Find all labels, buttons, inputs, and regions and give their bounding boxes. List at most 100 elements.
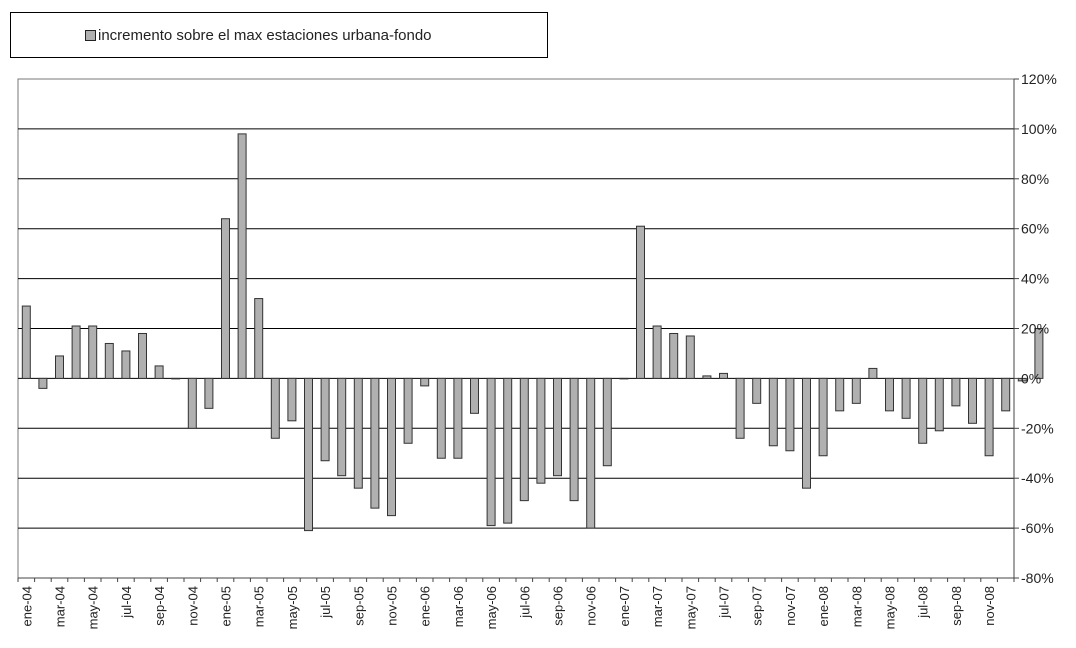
bar: [221, 218, 230, 379]
y-tick-label: 100%: [1021, 121, 1057, 137]
x-tick-label: may-04: [86, 586, 101, 629]
x-axis: ene-04 mar-04 may-04 jul-04 sep-04 nov-04 ene-…: [17, 577, 1015, 629]
bar: [38, 377, 48, 389]
x-tick-label: ene-07: [617, 586, 632, 626]
bar: [1034, 328, 1044, 379]
x-tick-label: mar-07: [650, 586, 665, 627]
bar: [403, 377, 413, 444]
bar: [420, 377, 430, 387]
y-tick-label: -60%: [1021, 520, 1054, 536]
bar: [237, 133, 247, 379]
y-axis: 120% 100% 80% 60% 40% 20% 0% -20% -40% -60% -80%: [1013, 71, 1057, 586]
y-tick-label: 80%: [1021, 171, 1049, 187]
bar: [171, 377, 181, 380]
gridlines: [18, 128, 1014, 529]
x-tick-label: may-05: [285, 586, 300, 629]
x-tick-label: sep-07: [750, 586, 765, 626]
bar: [619, 377, 629, 380]
bar: [519, 377, 529, 502]
x-tick-label: jul-06: [517, 586, 532, 619]
x-tick-label: ene-06: [418, 586, 433, 626]
bar: [901, 377, 911, 419]
bar: [88, 325, 98, 379]
bar: [669, 332, 679, 379]
bar: [21, 305, 31, 379]
bar: [154, 365, 164, 379]
x-tick-label: nov-08: [982, 586, 997, 626]
x-tick-label: sep-04: [152, 586, 167, 626]
bar: [1017, 377, 1027, 382]
bar: [918, 377, 928, 444]
bar: [702, 375, 712, 379]
bar: [370, 377, 380, 509]
bars: [21, 133, 1044, 532]
x-tick-label: jul-04: [119, 586, 134, 619]
bar: [104, 342, 114, 379]
bar: [968, 377, 977, 424]
x-tick-label: may-07: [683, 586, 698, 629]
bar: [636, 225, 645, 379]
x-tick-label: nov-04: [185, 586, 200, 626]
bar: [503, 377, 513, 524]
bar: [868, 367, 878, 379]
bar: [187, 377, 197, 429]
x-tick-label: jul-07: [717, 586, 732, 619]
x-tick-label: mar-08: [849, 586, 864, 627]
x-tick-label: jul-05: [318, 586, 333, 619]
x-tick-label: sep-05: [351, 586, 366, 626]
legend-label: incremento sobre el max estaciones urban…: [98, 26, 432, 44]
x-tick-label: nov-07: [783, 586, 798, 626]
bar: [652, 325, 662, 379]
legend-swatch: [85, 29, 96, 41]
bar: [785, 377, 795, 452]
y-tick-label: 0%: [1021, 370, 1041, 386]
bar: [453, 377, 463, 459]
bar: [602, 377, 612, 467]
bar: [984, 377, 994, 457]
bar: [287, 377, 297, 422]
x-tick-label: sep-08: [949, 586, 964, 626]
bar: [586, 377, 596, 529]
bar: [835, 377, 845, 412]
y-tick-label: 20%: [1021, 321, 1049, 337]
bar: [553, 377, 562, 477]
x-tick-label: may-06: [484, 586, 499, 629]
y-tick-label: -20%: [1021, 420, 1054, 436]
bar: [121, 350, 131, 379]
bar: [55, 355, 64, 379]
bar: [387, 377, 396, 517]
bar: [470, 377, 479, 414]
bar: [818, 377, 828, 457]
bar: [802, 377, 811, 489]
y-tick-label: 40%: [1021, 271, 1049, 287]
bar: [486, 377, 496, 527]
bar: [138, 332, 147, 379]
x-tick-label: sep-06: [551, 586, 566, 626]
bar: [685, 335, 695, 379]
x-tick-label: ene-04: [19, 586, 34, 626]
x-tick-label: mar-04: [53, 586, 68, 627]
x-tick-label: nov-05: [385, 586, 400, 626]
bar: [536, 377, 546, 484]
x-tick-label: nov-06: [584, 586, 599, 626]
bar: [951, 377, 961, 407]
bar: [353, 377, 363, 489]
bar: [270, 377, 280, 439]
y-tick-label: 120%: [1021, 71, 1057, 87]
bar: [71, 325, 81, 379]
y-tick-label: 60%: [1021, 221, 1049, 237]
bar: [735, 377, 745, 439]
chart-legend: incremento sobre el max estaciones urban…: [10, 12, 548, 58]
x-tick-label: jul-08: [916, 586, 931, 619]
bar: [569, 377, 579, 502]
x-tick-label: ene-08: [816, 586, 831, 626]
bar: [204, 377, 214, 409]
y-tick-label: -40%: [1021, 470, 1054, 486]
bar: [719, 372, 728, 379]
bar: [752, 377, 762, 404]
x-tick-label: ene-05: [219, 586, 234, 626]
bar: [436, 377, 446, 459]
y-tick-label: -80%: [1021, 570, 1054, 586]
x-tick-label: mar-06: [451, 586, 466, 627]
bar: [320, 377, 330, 462]
